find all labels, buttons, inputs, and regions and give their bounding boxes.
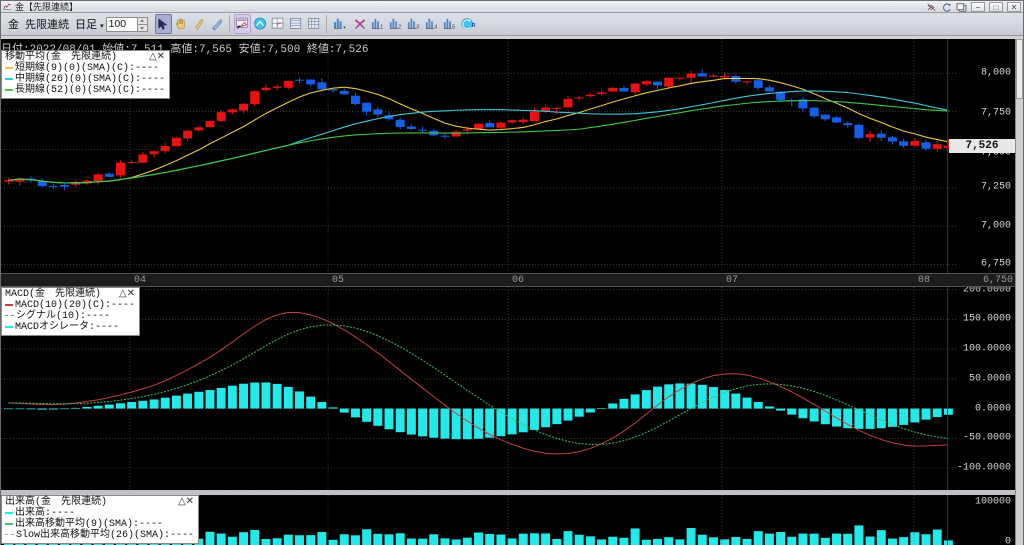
- svg-text:2: 2: [398, 24, 401, 30]
- svg-text:5: 5: [452, 24, 455, 30]
- svg-text:1: 1: [380, 24, 383, 30]
- svg-text:3: 3: [416, 24, 419, 30]
- svg-text:4: 4: [434, 24, 437, 30]
- svg-text:R: R: [472, 23, 476, 29]
